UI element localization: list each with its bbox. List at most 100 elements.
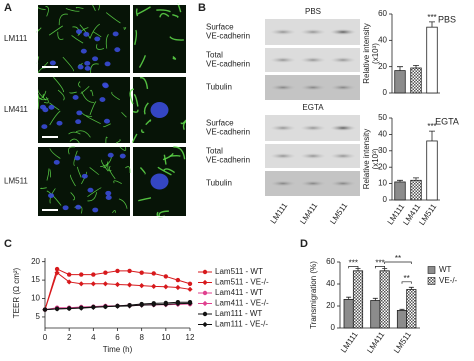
blot-row-label: Total bbox=[206, 51, 223, 60]
cell-junction bbox=[80, 85, 90, 94]
cell-junction bbox=[182, 120, 187, 130]
nucleus bbox=[114, 47, 121, 53]
cell-junction bbox=[103, 123, 111, 128]
cell-junction bbox=[71, 35, 84, 44]
bar bbox=[370, 300, 381, 329]
x-axis-label: Time (h) bbox=[103, 345, 133, 354]
cell-junction bbox=[121, 111, 127, 118]
blot-band bbox=[270, 125, 296, 131]
significance: ** bbox=[404, 274, 410, 283]
panel-letter: D bbox=[300, 238, 308, 250]
nucleus bbox=[105, 190, 112, 196]
cell-junction bbox=[103, 161, 109, 169]
y-tick-label: 60 bbox=[378, 9, 387, 18]
nucleus bbox=[83, 31, 90, 37]
cell-junction bbox=[113, 180, 122, 185]
chart-title: PBS bbox=[438, 14, 456, 24]
nucleus bbox=[75, 204, 82, 210]
legend-swatch bbox=[427, 266, 436, 274]
y-tick-label: 20 bbox=[378, 162, 387, 171]
panel-letter: C bbox=[4, 238, 12, 250]
row-label: LM411 bbox=[4, 105, 28, 114]
blot-band bbox=[270, 29, 296, 35]
cell-junction bbox=[68, 131, 81, 135]
row-label: LM111 bbox=[4, 34, 28, 43]
error-bar bbox=[382, 268, 388, 271]
marker bbox=[66, 272, 72, 277]
nucleus bbox=[102, 83, 109, 89]
legend-label: Lam411 - WT bbox=[215, 288, 263, 297]
nucleus bbox=[48, 193, 55, 199]
cell-junction bbox=[138, 197, 152, 202]
cell-junction bbox=[75, 130, 91, 138]
x-tick-label: LM411 bbox=[365, 330, 386, 355]
marker bbox=[126, 303, 133, 309]
blot-title: EGTA bbox=[302, 103, 324, 112]
bar bbox=[426, 140, 438, 201]
cell-junction bbox=[163, 154, 167, 165]
blot-band bbox=[300, 125, 326, 131]
blot-band bbox=[300, 84, 326, 91]
cell-junction bbox=[111, 91, 120, 101]
cell-junction bbox=[90, 63, 99, 74]
nucleus bbox=[48, 104, 55, 110]
cell-junction bbox=[89, 23, 101, 39]
cell-junction bbox=[112, 209, 116, 214]
y-tick-label: 0 bbox=[331, 323, 336, 332]
cell-junction bbox=[43, 96, 49, 104]
cell-junction bbox=[62, 56, 75, 72]
cell-junction bbox=[129, 88, 135, 105]
blot-row-label: VE-cadherin bbox=[206, 60, 250, 69]
cell-junction bbox=[70, 192, 76, 201]
y-tick-label: 0 bbox=[383, 195, 388, 204]
marker bbox=[151, 271, 156, 276]
blot-row-label: Tubulin bbox=[206, 179, 232, 188]
error-bar bbox=[397, 179, 403, 182]
bracket bbox=[384, 261, 412, 264]
x-tick-label: 6 bbox=[115, 333, 120, 342]
bar bbox=[343, 298, 354, 329]
y-tick-label: 50 bbox=[378, 113, 387, 122]
nucleus bbox=[107, 152, 114, 158]
y-axis-label: Transmigration (%) bbox=[309, 261, 318, 329]
legend-marker bbox=[202, 269, 208, 275]
cell-junction bbox=[46, 168, 50, 181]
blot-band bbox=[270, 180, 296, 187]
y-tick-label: 10 bbox=[31, 294, 40, 303]
cell-junction bbox=[143, 102, 149, 115]
nucleus bbox=[77, 64, 84, 70]
nucleus bbox=[62, 205, 69, 211]
significance: ** bbox=[395, 254, 401, 263]
blot-band bbox=[300, 180, 326, 187]
error-bar bbox=[355, 268, 361, 271]
nucleus bbox=[119, 153, 126, 159]
blot-row-label: Surface bbox=[206, 119, 234, 128]
cell-junction bbox=[101, 159, 109, 172]
cell-junction bbox=[85, 115, 101, 125]
marker bbox=[90, 281, 96, 287]
panel-letter: B bbox=[198, 2, 206, 14]
cell-junction bbox=[139, 77, 149, 89]
cell-junction bbox=[77, 27, 89, 36]
cell-junction bbox=[89, 167, 100, 176]
bar bbox=[394, 181, 406, 201]
x-tick-label: 12 bbox=[186, 333, 195, 342]
marker bbox=[175, 301, 181, 307]
cell-junction bbox=[139, 167, 146, 175]
error-bar bbox=[429, 21, 435, 28]
cell-junction bbox=[105, 34, 109, 49]
nucleus bbox=[81, 173, 88, 179]
micrograph bbox=[38, 147, 130, 216]
cell-junction bbox=[37, 95, 49, 101]
blot-row-label: Tubulin bbox=[206, 83, 232, 92]
nucleus bbox=[103, 118, 110, 124]
marker bbox=[42, 306, 48, 313]
cell-junction bbox=[172, 13, 179, 18]
cell-junction bbox=[132, 109, 139, 113]
legend-label: Lam511 - VE-/- bbox=[215, 278, 269, 287]
cell-junction bbox=[158, 210, 169, 217]
cell-junction bbox=[68, 146, 75, 155]
marker bbox=[139, 302, 145, 308]
cell-junction bbox=[49, 148, 61, 159]
